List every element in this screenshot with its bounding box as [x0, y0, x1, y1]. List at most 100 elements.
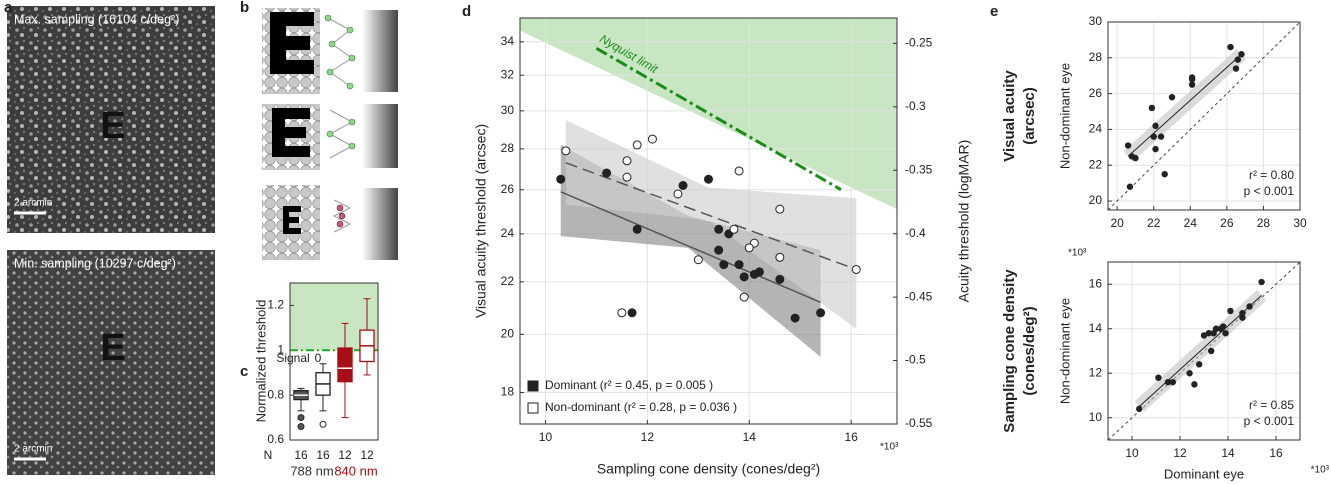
y-tick-label: 20: [1089, 193, 1103, 207]
row-label: Visual acuity: [1001, 70, 1018, 162]
signal-tick: 0: [315, 351, 322, 365]
stat-text: p < 0.001: [1244, 184, 1295, 198]
x-tick-label: 22: [1147, 216, 1161, 230]
point: [1155, 374, 1162, 381]
point: [678, 180, 688, 190]
group-label: 840 nm: [334, 463, 377, 478]
stat-text: r² = 0.80: [1249, 168, 1294, 182]
y-tick-label: 18: [501, 385, 515, 399]
plot-frame: [1107, 21, 1301, 211]
point: [632, 224, 642, 234]
point: [816, 308, 826, 318]
scale-bar-label: 2 arcmin: [14, 198, 52, 209]
x-tick-label: 16: [1269, 446, 1283, 460]
point: [1150, 133, 1157, 140]
y-tick-label: 28: [1089, 50, 1103, 64]
point: [1191, 381, 1198, 388]
x-tick-label: 12: [641, 430, 655, 444]
x-tick-label: 24: [1184, 216, 1198, 230]
legend-marker: [527, 402, 539, 414]
x-axis-label: Dominant eye: [1164, 466, 1244, 481]
legend-marker: [527, 380, 539, 392]
legend-label: Dominant (r² = 0.45, p = 0.005 ): [545, 378, 713, 392]
point: [739, 272, 749, 282]
y2-tick-label: -0.55: [905, 416, 933, 430]
point: [1208, 347, 1215, 355]
point: [627, 308, 637, 318]
point: [1161, 170, 1168, 178]
confidence-band: [565, 120, 857, 329]
axis-multiplier: *10³: [1311, 465, 1330, 476]
point: [1220, 323, 1227, 330]
y-axis-label: Visual acuity threshold (arcsec): [473, 124, 489, 318]
box: [337, 347, 353, 383]
row-label: (arcsec): [1021, 87, 1038, 145]
plot-frame: [519, 17, 898, 425]
panel-label: c: [240, 363, 248, 380]
group-label: 788 nm: [290, 463, 333, 478]
fit-line: [565, 162, 857, 271]
y2-tick-label: -0.45: [905, 289, 933, 303]
signal-label: Signal: [276, 351, 309, 365]
y-tick-label: 26: [1089, 86, 1103, 100]
y-tick-label: 22: [501, 274, 515, 288]
y2-tick-label: -0.25: [905, 36, 933, 50]
y-tick-label: 30: [501, 103, 515, 117]
row-label: (cones/deg²): [1021, 306, 1038, 395]
y-tick-label: 22: [1089, 157, 1103, 171]
retina-image: [7, 250, 215, 475]
y-axis-label: Non-dominant eye: [1057, 298, 1072, 404]
plot-frame: [1107, 261, 1301, 441]
point: [561, 146, 571, 156]
point: [1239, 314, 1246, 321]
point: [1196, 361, 1203, 368]
y-tick-label: 10: [1089, 410, 1103, 424]
y-tick-label: 32: [501, 67, 515, 81]
point: [704, 174, 713, 184]
y-tick-label: 14: [1089, 321, 1103, 335]
point: [1200, 332, 1208, 339]
point: [1227, 43, 1234, 51]
point: [1222, 330, 1229, 337]
x-tick-label: 16: [844, 430, 858, 444]
point: [734, 260, 744, 270]
legend-label: Non-dominant (r² = 0.28, p = 0.036 ): [545, 400, 737, 414]
point: [775, 204, 785, 214]
fit-line: [1127, 53, 1242, 157]
x-tick-label: 30: [1293, 216, 1307, 230]
point: [1152, 145, 1159, 153]
point: [739, 292, 749, 302]
point: [754, 267, 764, 277]
point: [1258, 278, 1265, 286]
y-tick-label: 1.2: [267, 298, 284, 312]
y-axis-label: Normalized threshold: [253, 300, 268, 423]
y-tick-label: 24: [501, 226, 515, 240]
x-tick-label: 12: [1173, 446, 1187, 460]
sampling-diagram: [262, 8, 398, 347]
point: [1132, 154, 1139, 162]
x-tick-label: 12: [360, 448, 374, 462]
point: [790, 313, 800, 323]
stat-text: r² = 0.85: [1249, 398, 1294, 412]
point: [1168, 94, 1176, 101]
x-tick-label: 28: [1257, 216, 1271, 230]
point: [1152, 122, 1159, 130]
outlier: [319, 420, 327, 428]
point: [744, 243, 754, 253]
x-tick-label: 14: [743, 430, 757, 444]
y2-tick-label: -0.3: [905, 99, 926, 113]
point: [673, 189, 683, 199]
x-tick-label: 10: [1125, 446, 1139, 460]
y-tick-label: 16: [1089, 276, 1103, 290]
image-caption: Max. sampling (16104 c/deg²): [14, 12, 179, 26]
y2-tick-label: -0.5: [905, 353, 926, 367]
point: [1238, 51, 1245, 58]
x-tick-label: 26: [1220, 216, 1234, 230]
point: [632, 140, 642, 150]
plot-frame: [289, 282, 379, 441]
retina-image: [7, 6, 215, 233]
nyquist-region: [520, 18, 897, 210]
point: [1164, 378, 1172, 386]
point: [622, 156, 632, 166]
